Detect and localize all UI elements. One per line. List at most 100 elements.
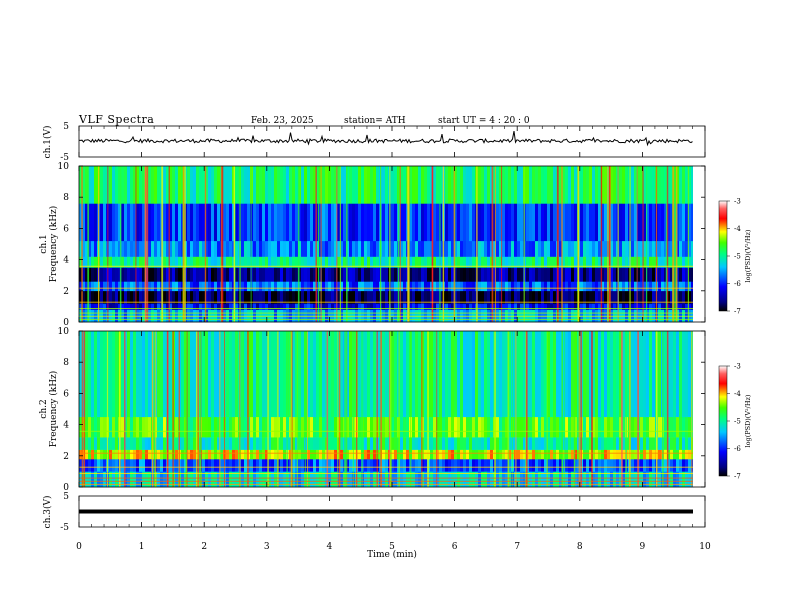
spectrogram-cell bbox=[133, 267, 137, 282]
spectrogram-cell bbox=[457, 331, 461, 418]
spectrogram-cell bbox=[229, 290, 233, 304]
spectrogram-cell bbox=[157, 458, 161, 472]
spectrogram-cell bbox=[472, 290, 476, 304]
spectrogram-cell bbox=[610, 267, 614, 282]
spectrogram-cell bbox=[532, 281, 536, 292]
spectrogram-cell bbox=[595, 166, 599, 204]
spectrogram-cell bbox=[544, 303, 548, 310]
spectrogram-cell bbox=[334, 290, 338, 304]
spectrogram-cell bbox=[244, 203, 248, 242]
spectrogram-cell bbox=[301, 290, 305, 304]
spectrogram-cell bbox=[559, 303, 563, 310]
spectrogram-cell bbox=[544, 240, 548, 257]
spectrogram-cell bbox=[487, 449, 491, 460]
spectrogram-cell bbox=[217, 303, 221, 310]
spectrogram-cell bbox=[136, 256, 140, 268]
spectrogram-cell bbox=[514, 240, 518, 257]
spectrogram-cell bbox=[313, 240, 317, 257]
spectrogram-cell bbox=[88, 471, 92, 488]
spectrogram-cell bbox=[88, 267, 92, 282]
spectrogram-cell bbox=[583, 449, 587, 460]
spectrogram-cell bbox=[400, 240, 404, 257]
spectrogram-cell bbox=[151, 303, 155, 310]
spectrogram-cell bbox=[469, 166, 473, 204]
spectrogram-cell bbox=[115, 290, 119, 304]
spectrogram-cell bbox=[130, 331, 134, 418]
sferic-streak bbox=[204, 166, 207, 322]
spectrogram-cell bbox=[313, 471, 317, 488]
spectrogram-cell bbox=[361, 256, 365, 268]
spectrogram-cell bbox=[664, 331, 668, 418]
spectrogram-cell bbox=[340, 331, 344, 418]
spectrogram-cell bbox=[595, 458, 599, 472]
spectrogram-cell bbox=[385, 240, 389, 257]
spectrogram-cell bbox=[631, 256, 635, 268]
spectrogram-cell bbox=[637, 256, 641, 268]
spectrogram-cell bbox=[670, 331, 674, 418]
spectrogram-cell bbox=[337, 281, 341, 292]
spectrogram-cell bbox=[328, 416, 332, 438]
spectrogram-cell bbox=[412, 290, 416, 304]
spectrogram-cell bbox=[460, 416, 464, 438]
spectrogram-cell bbox=[283, 437, 287, 450]
spectrogram-cell bbox=[517, 281, 521, 292]
spectrogram-cell bbox=[568, 331, 572, 418]
spectrogram-cell bbox=[604, 303, 608, 310]
spectrogram-cell bbox=[466, 290, 470, 304]
spectrogram-cell bbox=[439, 471, 443, 488]
spectrogram-cell bbox=[496, 267, 500, 282]
spectrogram-cell bbox=[613, 471, 617, 488]
spectrogram-cell bbox=[604, 416, 608, 438]
spectrogram-cell bbox=[589, 256, 593, 268]
spectrogram-cell bbox=[475, 449, 479, 460]
spectrogram-cell bbox=[100, 203, 104, 242]
spectrogram-cell bbox=[424, 458, 428, 472]
spectrogram-cell bbox=[244, 449, 248, 460]
spectrogram-cell bbox=[208, 437, 212, 450]
spectrogram-cell bbox=[553, 416, 557, 438]
spectrogram-cell bbox=[427, 267, 431, 282]
spectrogram-cell bbox=[598, 256, 602, 268]
spectrogram-cell bbox=[559, 281, 563, 292]
spectrogram-cell bbox=[124, 240, 128, 257]
spectrogram-cell bbox=[394, 240, 398, 257]
spectrogram-cell bbox=[295, 267, 299, 282]
spectrogram-cell bbox=[589, 449, 593, 460]
spectrogram-cell bbox=[472, 267, 476, 282]
spectrogram-cell bbox=[409, 281, 413, 292]
spectrogram-cell bbox=[478, 437, 482, 450]
spectrogram-cell bbox=[529, 471, 533, 488]
spectrogram-cell bbox=[640, 240, 644, 257]
spectrogram-cell bbox=[448, 471, 452, 488]
spectrogram-cell bbox=[148, 416, 152, 438]
spectrogram-cell bbox=[658, 267, 662, 282]
spectrogram-cell bbox=[673, 458, 677, 472]
spectrogram-cell bbox=[133, 303, 137, 310]
spectrogram-cell bbox=[445, 449, 449, 460]
spectrogram-cell bbox=[445, 281, 449, 292]
sferic-streak bbox=[561, 166, 563, 322]
spectrogram-cell bbox=[154, 267, 158, 282]
spectrogram-cell bbox=[643, 331, 647, 418]
spectrogram-cell bbox=[175, 281, 179, 292]
spectrogram-cell bbox=[394, 256, 398, 268]
spectrogram-cell bbox=[613, 281, 617, 292]
spectrogram-cell bbox=[421, 267, 425, 282]
spectrogram-cell bbox=[346, 416, 350, 438]
spectrogram-cell bbox=[100, 416, 104, 438]
spectrogram-cell bbox=[481, 458, 485, 472]
spectrogram-cell bbox=[622, 331, 626, 418]
spectrogram-cell bbox=[550, 416, 554, 438]
ch3-waveform-trace bbox=[79, 509, 693, 514]
spectrogram-cell bbox=[97, 471, 101, 488]
spectrogram-cell bbox=[358, 267, 362, 282]
spectrogram-cell bbox=[121, 240, 125, 257]
spectrogram-cell bbox=[280, 471, 284, 488]
spectrogram-cell bbox=[169, 281, 173, 292]
spectrogram-cell bbox=[484, 437, 488, 450]
spectrogram-cell bbox=[283, 166, 287, 204]
spectrogram-cell bbox=[91, 166, 95, 204]
spectrogram-cell bbox=[676, 458, 680, 472]
sferic-streak bbox=[389, 331, 392, 487]
spectrogram-cell bbox=[166, 256, 170, 268]
